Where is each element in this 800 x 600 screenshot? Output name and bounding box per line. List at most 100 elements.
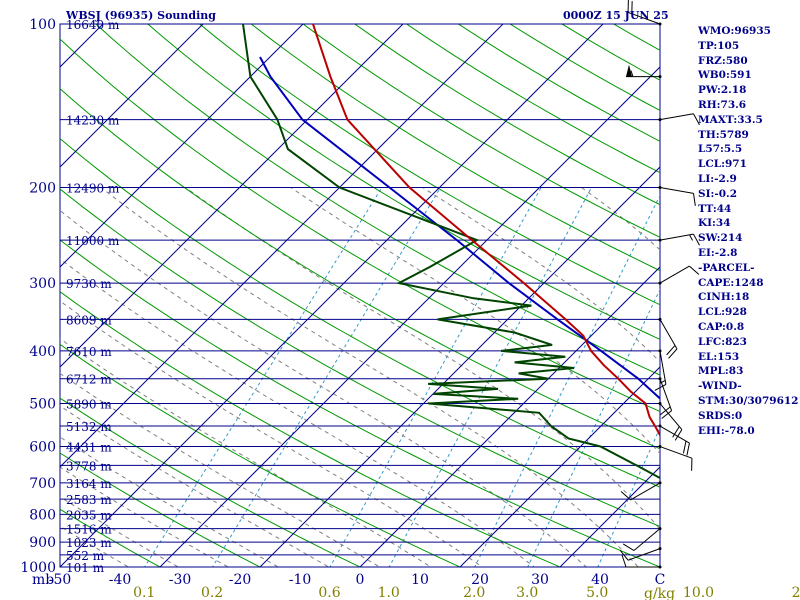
sounding-index-item: LI:-2.9 [698,172,737,185]
parcel-trace [259,56,660,400]
dry-adiabat-line [60,188,660,527]
sounding-index-item: TT:44 [698,202,732,215]
wind-barb [658,445,693,471]
height-label: 2583 m [66,493,112,507]
wind-barb [627,0,662,26]
sounding-index-item: TP:105 [698,39,740,52]
moist-adiabat-line [60,258,536,567]
isotherm-line [559,466,660,567]
isotherm-line [359,266,660,567]
isotherm-line [259,166,660,567]
mixing-ratio-tick-labels: 0.10.20.61.02.03.05.010.020.040.0 [133,585,800,600]
height-label: 6712 m [66,373,112,387]
sounding-index-item: CAP:0.8 [698,320,745,333]
pressure-unit-label: mb [32,572,54,588]
pressure-tick-label: 900 [29,535,56,551]
mixing-ratio-tick-label: 5.0 [586,585,608,600]
wind-barb [658,377,673,419]
height-label: 12490 m [66,182,120,196]
wind-barb [658,185,696,206]
isotherm-line [60,24,304,268]
temperature-tick-label: -40 [109,572,132,588]
moist-adiabat-line [100,187,639,567]
dry-adiabat-line [95,24,660,376]
pressure-tick-label: 1000 [20,560,56,576]
dewpoint-trace [241,24,660,480]
sounding-index-item: KI:34 [698,217,731,230]
moist-adiabat-line [60,209,587,567]
pressure-tick-labels: 100 200 300 400 500 600 700 800 900 1000 [20,17,56,576]
moist-adiabats [60,187,660,567]
dry-adiabat-line [198,24,660,306]
temperature-tick-label: 40 [591,572,609,588]
temperature-tick-label: 0 [356,572,365,588]
wind-barb [658,424,690,456]
temperature-trace [311,24,660,438]
isotherms [60,24,660,567]
sounding-index-item: LFC:823 [698,335,747,348]
chart-background [59,23,661,568]
height-label: 16640 m [66,18,120,32]
wind-barb [658,233,700,246]
height-label: 552 m [66,549,105,563]
height-label: 1023 m [66,536,112,550]
dry-adiabat-line [60,508,162,567]
wind-barbs [619,0,700,569]
wind-barb [658,265,700,285]
height-label: 11000 m [66,234,120,248]
sounding-index-item: SI:-0.2 [698,187,737,200]
dry-adiabat-line [60,88,660,450]
temperature-tick-label: 30 [531,572,549,588]
moist-adiabat-line [290,187,660,455]
height-label: 1516 m [66,523,112,537]
mixing-ratio-tick-label: 3.0 [516,585,538,600]
temperature-tick-label: -30 [169,572,192,588]
mixing-ratio-tick-label: 0.2 [201,585,223,600]
pressure-tick-label: 200 [29,181,56,197]
sounding-index-item: CINH:18 [698,291,750,304]
axis-units: mb g/kg [32,572,675,600]
moist-adiabat-line [60,525,130,567]
dry-adiabat-line [60,343,462,567]
mixing-ratio-tick-label: 2.0 [463,585,485,600]
temperature-line [311,24,660,438]
sounding-index-item: WB0:591 [698,69,752,82]
dry-adiabat-line [60,239,660,567]
plot-frame [59,23,661,568]
pressure-tick-label: 300 [29,276,56,292]
temperature-tick-label: -10 [289,572,312,588]
sounding-index-item: SW:214 [698,232,743,245]
height-label: 4431 m [66,441,112,455]
wind-barb [621,554,662,569]
moist-adiabat-line [60,436,280,567]
sounding-index-item: RH:73.6 [698,98,747,111]
height-labels: 16640 m 14230 m 12490 m 11000 m 9730 m 8609 m… [66,18,120,575]
station-title: WBSJ (96935) Sounding [66,9,216,22]
sounding-index-item: -WIND- [698,380,742,393]
pressure-tick-label: 600 [29,440,56,456]
mixing-ratio-tick-label: 20.0 [792,585,800,600]
isotherm-line [60,24,504,468]
moist-adiabat-line [60,405,330,567]
height-label: 5132 m [66,420,112,434]
sounding-index-item: MAXT:33.5 [698,113,763,126]
valid-time: 0000Z 15 JUN 25 [563,9,669,22]
wind-barb [626,64,662,79]
moist-adiabat-line [185,187,660,530]
dry-adiabat-line [250,24,660,272]
sounding-index-item: TH:5789 [698,128,749,141]
mixing-ratio-tick-label: 10.0 [683,585,714,600]
temperature-tick-label: C [655,572,666,588]
isotherm-line [459,366,660,567]
height-label: 2035 m [66,508,112,522]
sounding-index-item: PW:2.18 [698,84,747,97]
isotherm-line [60,24,204,168]
pressure-tick-label: 800 [29,507,56,523]
dry-adiabat-line [60,38,660,413]
height-label: 101 m [66,561,105,575]
sounding-index-item: STM:30/307961216 [698,394,800,407]
moist-adiabat-line [60,300,484,567]
height-label: 3778 m [66,459,112,473]
dry-adiabat-line [147,24,660,340]
